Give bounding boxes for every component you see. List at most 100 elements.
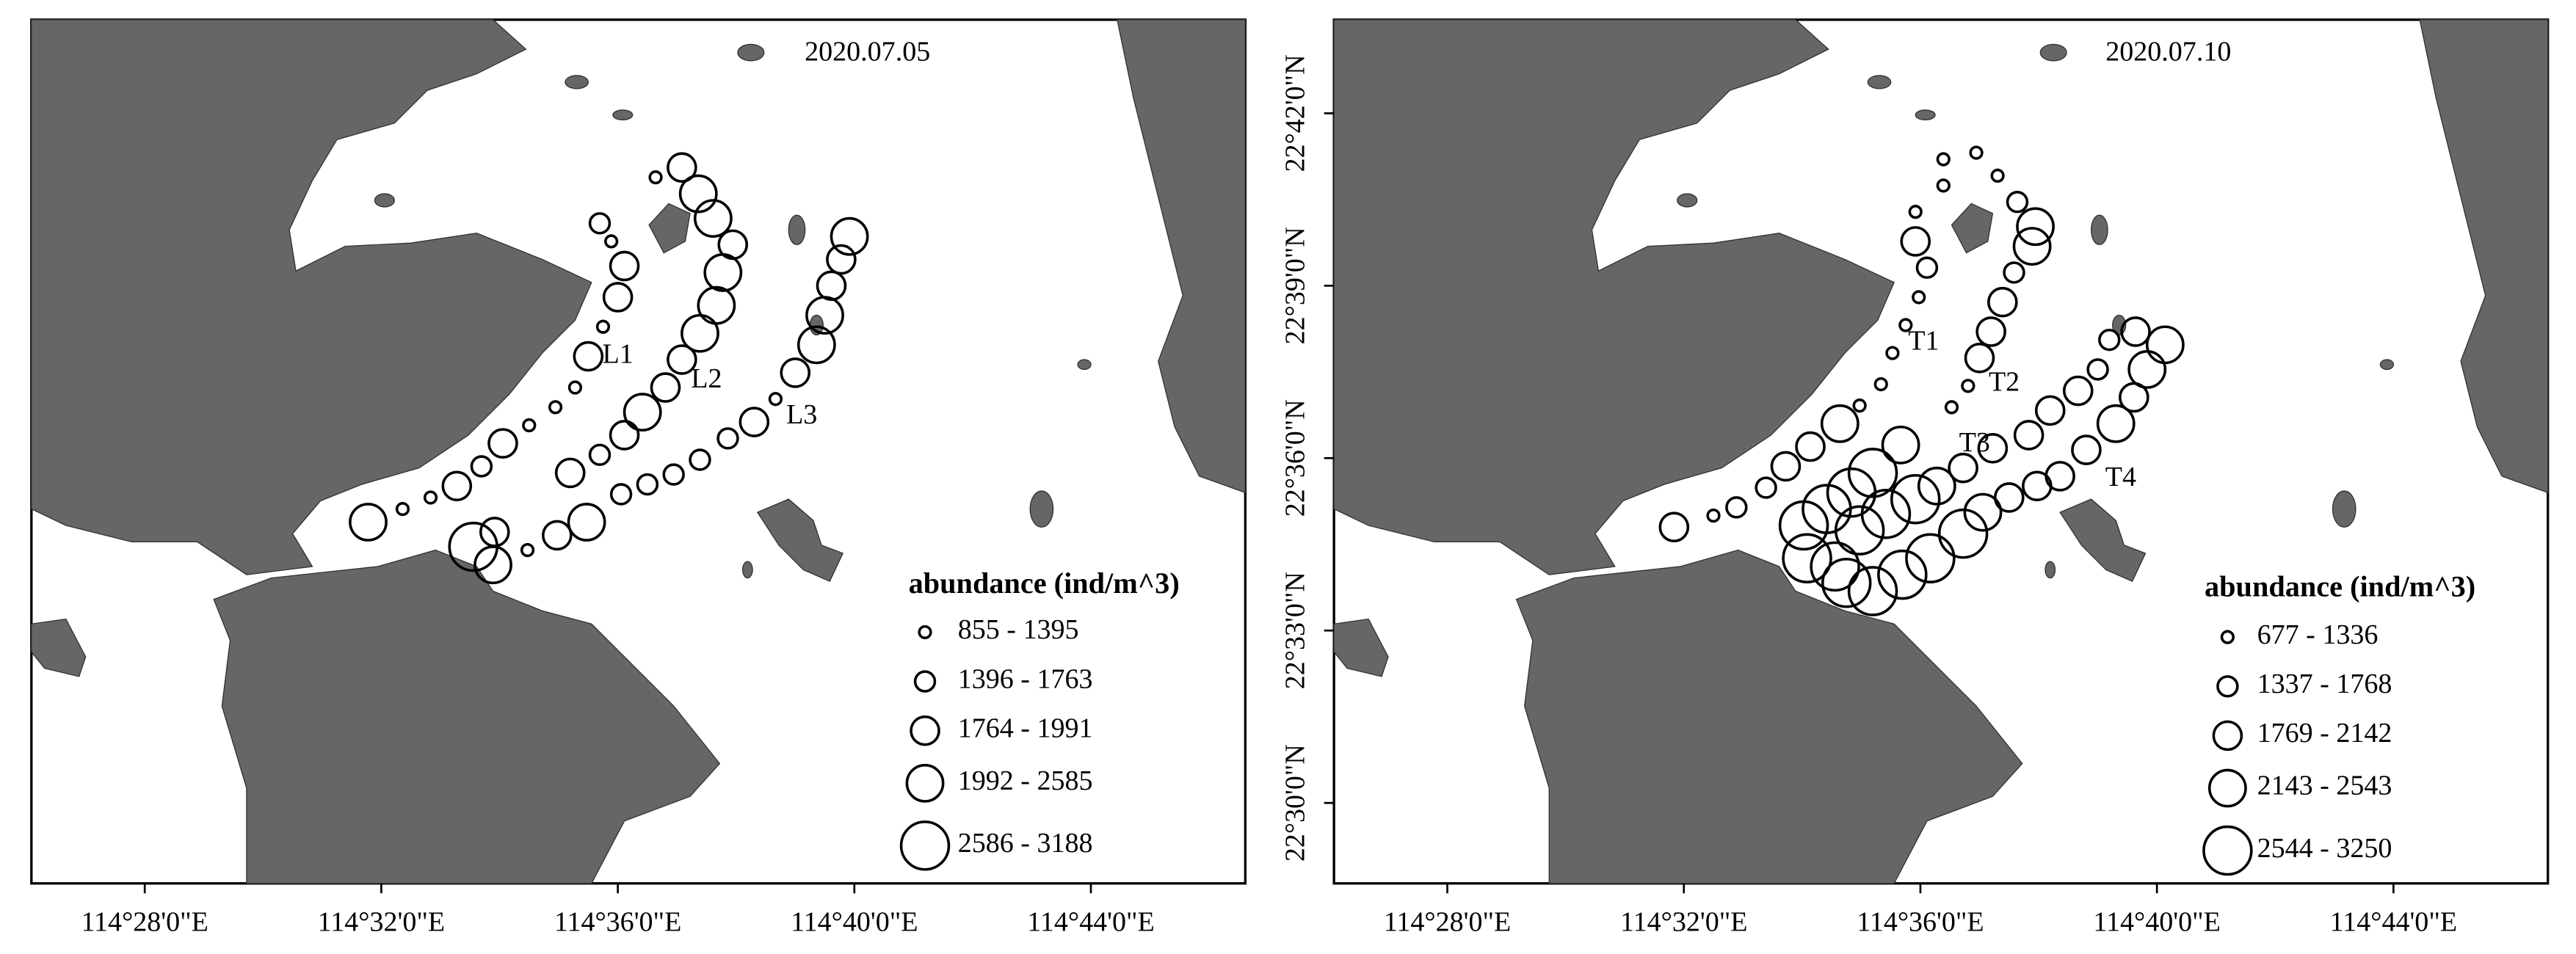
station-circle xyxy=(1755,476,1777,499)
basemap-right xyxy=(1332,18,2550,885)
station-circle xyxy=(716,427,739,450)
station-circle xyxy=(588,443,612,467)
station-circle xyxy=(739,407,770,437)
station-circle xyxy=(1969,145,1984,160)
station-circle xyxy=(441,470,473,502)
station-circle xyxy=(1915,256,1939,279)
station-circle xyxy=(2062,375,2094,407)
longitude-label: 114°40'0"E xyxy=(2093,906,2220,937)
legend-label: 1769 - 2142 xyxy=(2257,718,2392,749)
station-circle xyxy=(697,285,736,325)
station-circle xyxy=(1977,433,2009,464)
station-circle xyxy=(487,428,518,459)
station-circle xyxy=(522,418,537,433)
latitude-label: 22°33'0"N xyxy=(1280,572,1311,689)
station-circle xyxy=(667,344,697,375)
station-circle xyxy=(1834,505,1885,556)
station-circle xyxy=(423,490,438,505)
station-circle xyxy=(693,199,733,238)
legend-label: 855 - 1395 xyxy=(958,614,1079,645)
basemap-left xyxy=(30,18,1247,885)
station-circle xyxy=(2013,420,2045,451)
station-circle xyxy=(609,420,640,451)
transect-label: L3 xyxy=(786,399,817,430)
station-circle xyxy=(1937,508,1989,559)
transect-label: L2 xyxy=(691,363,722,394)
station-circle xyxy=(1890,473,1941,525)
transect-label: T3 xyxy=(1959,427,1990,458)
station-circle xyxy=(1885,346,1900,360)
station-circle xyxy=(768,392,783,407)
station-circle xyxy=(636,473,659,496)
longitude-label: 114°32'0"E xyxy=(318,906,445,937)
station-circle xyxy=(1725,496,1748,519)
legend-title: abundance (ind/m^3) xyxy=(2205,570,2475,603)
latitude-label: 22°42'0"N xyxy=(1280,54,1311,172)
station-circle xyxy=(1963,492,2003,532)
legend-symbol xyxy=(905,763,945,803)
station-circle xyxy=(573,341,604,372)
station-circle xyxy=(1706,508,1721,523)
station-circle xyxy=(1795,431,1826,462)
legend-label: 1337 - 1768 xyxy=(2257,669,2392,699)
station-circle xyxy=(1975,316,2006,347)
station-circle xyxy=(1900,226,1931,257)
station-circle xyxy=(2120,316,2151,347)
transect-label: T1 xyxy=(1908,325,1939,356)
station-circle xyxy=(1770,451,1802,482)
station-circle xyxy=(2096,404,2136,443)
longitude-label: 114°28'0"E xyxy=(1384,906,1511,937)
station-circle xyxy=(689,448,711,471)
station-circle xyxy=(470,455,493,478)
station-circle xyxy=(1936,178,1951,193)
station-circle xyxy=(623,393,662,432)
station-circle xyxy=(1820,404,1860,443)
station-circle xyxy=(1964,342,1995,374)
station-circle xyxy=(548,400,563,415)
sampling-date: 2020.07.10 xyxy=(2105,37,2231,68)
station-circle xyxy=(1961,379,1975,393)
station-circle xyxy=(1782,533,1832,583)
station-circle xyxy=(1905,533,1956,583)
station-circle xyxy=(520,542,535,558)
sampling-date: 2020.07.05 xyxy=(805,37,930,68)
station-circle xyxy=(1908,205,1923,219)
legend-label: 1992 - 2585 xyxy=(958,765,1093,796)
station-circle xyxy=(826,244,857,275)
legend-symbol xyxy=(899,820,951,871)
legend-label: 677 - 1336 xyxy=(2257,619,2379,650)
station-circle xyxy=(2034,395,2066,426)
latitude-label: 22°30'0"N xyxy=(1280,744,1311,862)
station-circle xyxy=(2045,461,2075,492)
longitude-label: 114°32'0"E xyxy=(1620,906,1747,937)
station-circle xyxy=(1847,566,1898,616)
legend-symbol xyxy=(913,670,937,693)
overlay: 2020.07.05 L1 L2 L3 abundance (ind/m^3) 855 -… xyxy=(81,37,2475,938)
station-circle xyxy=(2145,325,2185,365)
station-circle xyxy=(2012,227,2052,266)
station-circle xyxy=(816,270,847,302)
station-circle xyxy=(797,325,836,365)
station-circle xyxy=(1821,558,1872,608)
station-circle xyxy=(2071,434,2102,465)
station-circle xyxy=(780,357,811,388)
station-circle xyxy=(2003,261,2025,284)
station-circle xyxy=(1881,425,1920,465)
station-circle xyxy=(588,212,612,235)
legend-label: 1396 - 1763 xyxy=(958,663,1093,694)
legend-label: 2586 - 3188 xyxy=(958,828,1093,859)
station-circle xyxy=(678,174,718,214)
legend-label: 2143 - 2543 xyxy=(2257,771,2392,801)
longitude-label: 114°44'0"E xyxy=(1027,906,1154,937)
station-circle xyxy=(1948,452,1978,484)
station-circle xyxy=(554,457,586,489)
longitude-label: 114°44'0"E xyxy=(2330,906,2457,937)
longitude-label: 114°40'0"E xyxy=(791,906,918,937)
station-circle xyxy=(1877,549,1928,600)
station-circle xyxy=(648,170,663,185)
station-circle xyxy=(1860,489,1912,539)
station-circle xyxy=(567,380,583,395)
station-circle xyxy=(2086,358,2109,381)
station-circle xyxy=(717,229,749,261)
